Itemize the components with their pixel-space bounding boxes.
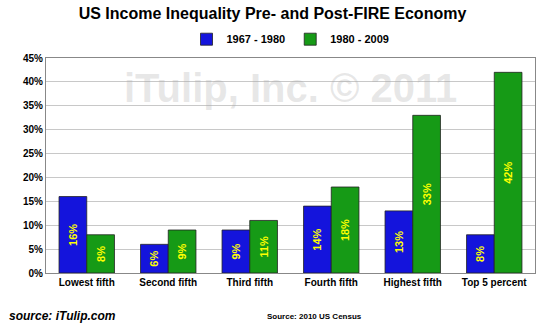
svg-text:35%: 35% (23, 100, 43, 111)
svg-text:1967 - 1980: 1967 - 1980 (227, 33, 286, 45)
svg-text:18%: 18% (339, 219, 351, 241)
svg-text:US Income Inequality Pre- and: US Income Inequality Pre- and Post-FIRE … (79, 5, 467, 22)
svg-text:1980 - 2009: 1980 - 2009 (330, 33, 389, 45)
svg-text:Source: 2010 US Census: Source: 2010 US Census (267, 312, 362, 321)
svg-text:13%: 13% (393, 231, 405, 253)
svg-text:9%: 9% (176, 243, 188, 259)
svg-text:45%: 45% (23, 53, 43, 64)
svg-text:33%: 33% (421, 183, 433, 205)
svg-text:Lowest fifth: Lowest fifth (59, 277, 115, 288)
svg-text:11%: 11% (258, 236, 270, 258)
svg-text:10%: 10% (23, 220, 43, 231)
svg-text:source: iTulip.com: source: iTulip.com (9, 309, 116, 323)
svg-text:0%: 0% (29, 268, 44, 279)
svg-text:25%: 25% (23, 148, 43, 159)
svg-text:Top 5 percent: Top 5 percent (462, 277, 527, 288)
svg-text:30%: 30% (23, 124, 43, 135)
svg-text:6%: 6% (148, 251, 160, 267)
svg-text:40%: 40% (23, 76, 43, 87)
svg-text:42%: 42% (502, 162, 514, 184)
svg-text:15%: 15% (23, 196, 43, 207)
svg-text:9%: 9% (230, 243, 242, 259)
svg-text:Fourth fifth: Fourth fifth (305, 277, 358, 288)
svg-text:Highest fifth: Highest fifth (384, 277, 442, 288)
svg-text:5%: 5% (29, 244, 44, 255)
svg-text:iTulip, Inc. © 2011: iTulip, Inc. © 2011 (124, 66, 457, 110)
svg-text:16%: 16% (67, 224, 79, 246)
svg-text:Third fifth: Third fifth (226, 277, 273, 288)
svg-text:8%: 8% (95, 246, 107, 262)
svg-text:20%: 20% (23, 172, 43, 183)
svg-text:Second fifth: Second fifth (139, 277, 197, 288)
svg-text:14%: 14% (311, 228, 323, 250)
svg-text:8%: 8% (474, 246, 486, 262)
